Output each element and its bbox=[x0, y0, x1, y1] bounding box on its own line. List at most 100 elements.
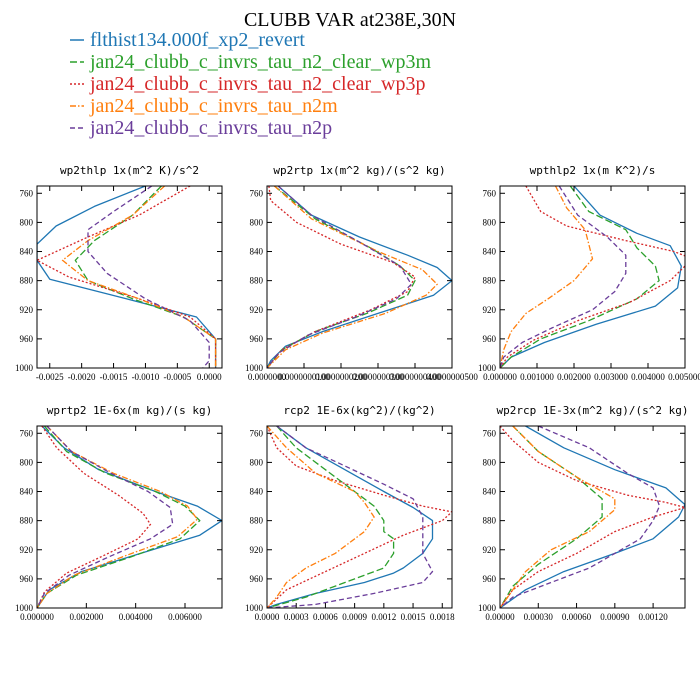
y-tick-label: 840 bbox=[250, 247, 264, 257]
x-tick-label: 0.004000 bbox=[119, 612, 153, 622]
y-tick-label: 800 bbox=[483, 457, 497, 467]
x-tick-label: 0.00090 bbox=[600, 612, 630, 622]
y-tick-label: 1000 bbox=[245, 603, 264, 613]
plot-frame bbox=[36, 425, 223, 609]
panel-1: wp2thlp 1x(m^2 K)/s^2 760 800 840 880 920 960 1… bbox=[15, 164, 223, 382]
series-line bbox=[267, 186, 452, 368]
y-tick-label: 920 bbox=[483, 305, 497, 315]
series-line bbox=[267, 186, 438, 368]
y-tick-label: 840 bbox=[250, 487, 264, 497]
plot-frame bbox=[499, 425, 686, 609]
legend-entry: jan24_clubb_c_invrs_tau_n2_clear_wp3p bbox=[70, 73, 425, 95]
series-line bbox=[74, 186, 217, 368]
y-tick-label: 960 bbox=[483, 334, 497, 344]
legend-label: jan24_clubb_c_invrs_tau_n2_clear_wp3m bbox=[89, 51, 431, 73]
y-tick-label: 920 bbox=[483, 545, 497, 555]
y-tick-label: 960 bbox=[20, 334, 34, 344]
x-tick-label: 0.0003 bbox=[284, 612, 309, 622]
panel-2: wp2rtp 1x(m^2 kg)/(s^2 kg) 760 800 840 880 92… bbox=[245, 164, 478, 382]
x-tick-label: 0.0006 bbox=[313, 612, 338, 622]
series-line bbox=[267, 186, 412, 368]
legend-entry: jan24_clubb_c_invrs_tau_n2p bbox=[70, 117, 332, 139]
series-line bbox=[500, 186, 682, 368]
series-line bbox=[37, 186, 217, 368]
x-tick-label: -0.0025 bbox=[36, 372, 64, 382]
x-tick-label: 0.0000000 bbox=[248, 372, 287, 382]
y-tick-label: 840 bbox=[20, 487, 34, 497]
series-line bbox=[500, 186, 685, 368]
y-tick-label: 760 bbox=[250, 428, 264, 438]
panel-6: wp2rcp 1E-3x(m^2 kg)/(s^2 kg) 760 800 840 88… bbox=[478, 404, 689, 622]
x-tick-label: 0.0000 bbox=[255, 612, 280, 622]
series-line bbox=[500, 186, 594, 368]
y-tick-label: 760 bbox=[20, 428, 34, 438]
y-tick-label: 880 bbox=[250, 516, 264, 526]
panel-title: wp2rcp 1E-3x(m^2 kg)/(s^2 kg) bbox=[496, 404, 688, 417]
series-line bbox=[37, 186, 217, 368]
y-tick-label: 840 bbox=[483, 247, 497, 257]
series-line bbox=[267, 426, 452, 608]
series-group bbox=[267, 426, 452, 608]
y-tick-label: 760 bbox=[483, 188, 497, 198]
legend-label: jan24_clubb_c_invrs_tau_n2_clear_wp3p bbox=[89, 73, 425, 95]
y-tick-label: 960 bbox=[250, 574, 264, 584]
x-tick-label: 0.00000 bbox=[485, 612, 515, 622]
y-tick-label: 1000 bbox=[245, 363, 264, 373]
panel-title: wprtp2 1E-6x(m kg)/(s kg) bbox=[47, 404, 213, 417]
y-tick-label: 760 bbox=[483, 428, 497, 438]
x-tick-label: 0.0012 bbox=[371, 612, 396, 622]
panel-3: wpthlp2 1x(m K^2)/s 760 800 840 880 920 960 100… bbox=[478, 164, 700, 382]
legend-label: jan24_clubb_c_invrs_tau_n2p bbox=[89, 117, 332, 139]
legend-entry: flthist134.000f_xp2_revert bbox=[70, 29, 305, 51]
y-tick-label: 800 bbox=[20, 217, 34, 227]
y-tick-label: 880 bbox=[250, 276, 264, 286]
x-tick-label: -0.0015 bbox=[100, 372, 128, 382]
y-tick-label: 920 bbox=[20, 545, 34, 555]
y-tick-label: 920 bbox=[250, 305, 264, 315]
series-line bbox=[500, 186, 627, 368]
legend-entry: jan24_clubb_c_invrs_tau_n2_clear_wp3m bbox=[70, 51, 431, 73]
series-line bbox=[37, 426, 198, 608]
legend: flthist134.000f_xp2_revertjan24_clubb_c_… bbox=[70, 29, 431, 139]
y-tick-label: 760 bbox=[250, 188, 264, 198]
series-line bbox=[61, 186, 217, 368]
y-tick-label: 800 bbox=[20, 457, 34, 467]
panel-title: wp2rtp 1x(m^2 kg)/(s^2 kg) bbox=[273, 164, 445, 177]
series-group bbox=[500, 186, 685, 368]
panel-title: wp2thlp 1x(m^2 K)/s^2 bbox=[60, 164, 199, 177]
series-line bbox=[500, 426, 685, 608]
x-tick-label: 0.002000 bbox=[557, 372, 591, 382]
y-tick-label: 800 bbox=[250, 457, 264, 467]
y-tick-label: 1000 bbox=[15, 603, 34, 613]
x-tick-label: -0.0005 bbox=[163, 372, 191, 382]
series-line bbox=[500, 426, 685, 608]
x-tick-label: 0.0009 bbox=[342, 612, 367, 622]
y-tick-label: 1000 bbox=[478, 363, 497, 373]
plot-frame bbox=[266, 425, 453, 609]
series-line bbox=[267, 426, 434, 608]
y-tick-label: 880 bbox=[20, 516, 34, 526]
x-tick-label: -0.0010 bbox=[132, 372, 160, 382]
x-tick-label: 0.004000 bbox=[631, 372, 665, 382]
series-line bbox=[267, 186, 416, 368]
y-tick-label: 840 bbox=[20, 247, 34, 257]
panel-title: rcp2 1E-6x(kg^2)/(kg^2) bbox=[283, 404, 435, 417]
x-tick-label: 0.005000 bbox=[668, 372, 700, 382]
x-tick-label: 0.0000000400 bbox=[389, 372, 441, 382]
x-tick-label: 0.0000000100 bbox=[278, 372, 330, 382]
x-tick-label: 0.0015 bbox=[401, 612, 426, 622]
y-tick-label: 800 bbox=[483, 217, 497, 227]
y-tick-label: 880 bbox=[483, 276, 497, 286]
series-line bbox=[267, 426, 434, 608]
x-tick-label: 0.002000 bbox=[69, 612, 103, 622]
y-tick-label: 800 bbox=[250, 217, 264, 227]
x-tick-label: 0.006000 bbox=[168, 612, 202, 622]
y-tick-label: 880 bbox=[20, 276, 34, 286]
y-tick-label: 960 bbox=[20, 574, 34, 584]
series-line bbox=[87, 186, 210, 368]
series-group bbox=[37, 186, 217, 368]
series-line bbox=[267, 426, 395, 608]
y-tick-label: 1000 bbox=[478, 603, 497, 613]
series-line bbox=[37, 426, 174, 608]
